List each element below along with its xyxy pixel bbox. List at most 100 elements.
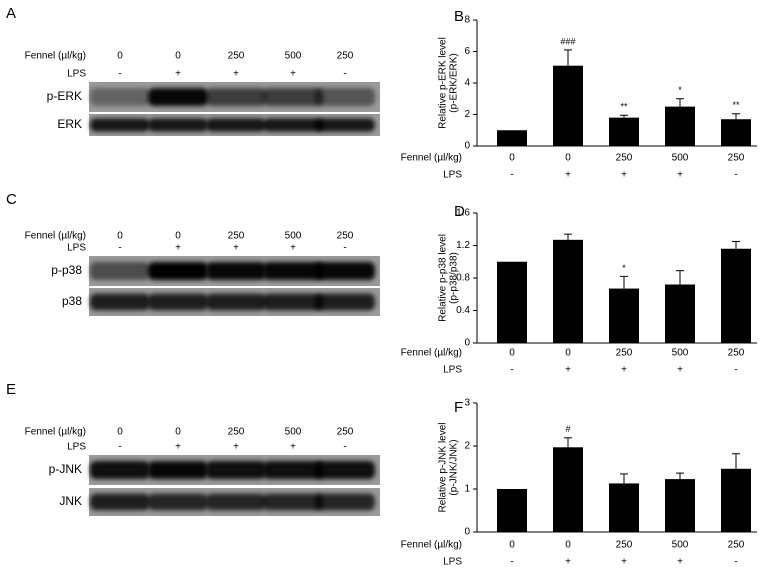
- y-tick-label: 6: [464, 46, 470, 57]
- blot-band: [263, 461, 323, 479]
- x-tick-label: -: [510, 170, 513, 181]
- blot-band: [90, 293, 150, 311]
- lane-label: +: [233, 243, 239, 254]
- row-label: Fennel (µl/kg): [401, 153, 462, 164]
- panel-label: D: [454, 203, 465, 220]
- blot-band: [148, 262, 208, 280]
- y-tick-label: 4: [464, 78, 470, 89]
- x-tick-label: 250: [728, 348, 745, 359]
- lane-label: -: [118, 69, 121, 80]
- x-tick-label: +: [565, 365, 571, 376]
- panel-label: A: [6, 5, 16, 22]
- blot-band: [90, 88, 150, 106]
- bar: [609, 483, 639, 532]
- lane-label: 500: [285, 231, 302, 242]
- blot-band: [148, 118, 208, 132]
- y-axis-label: Relative p-JNK level: [438, 422, 449, 512]
- bar: [721, 119, 751, 146]
- blot-band: [315, 461, 375, 479]
- significance: #: [565, 424, 570, 434]
- lane-label: -: [343, 69, 346, 80]
- x-tick-label: -: [734, 365, 737, 376]
- blot-band: [263, 118, 323, 132]
- lane-label: +: [290, 442, 296, 453]
- blot-band: [315, 262, 375, 280]
- y-tick-label: 1.6: [456, 208, 470, 219]
- bar: [497, 489, 527, 532]
- row-label: LPS: [67, 243, 86, 254]
- bar: [553, 239, 583, 343]
- significance: **: [732, 100, 740, 110]
- y-tick-label: 3: [464, 398, 470, 409]
- band-label: p38: [62, 294, 82, 308]
- panel-label: C: [6, 191, 17, 208]
- bar: [665, 479, 695, 532]
- lane-label: 250: [228, 231, 245, 242]
- x-tick-label: +: [565, 170, 571, 181]
- y-tick-label: 0: [464, 141, 470, 152]
- row-label: Fennel (µl/kg): [401, 540, 462, 551]
- x-tick-label: +: [621, 365, 627, 376]
- blot-band: [206, 118, 266, 132]
- blot-band: [206, 262, 266, 280]
- x-tick-label: -: [734, 557, 737, 568]
- lane-label: 0: [117, 231, 123, 242]
- bar: [553, 65, 583, 146]
- panel-label: F: [454, 399, 463, 416]
- blot-band: [315, 88, 375, 106]
- x-tick-label: 250: [616, 540, 633, 551]
- blot-band: [148, 493, 208, 511]
- blot-band: [315, 118, 375, 132]
- lane-label: +: [290, 69, 296, 80]
- x-tick-label: 500: [672, 153, 689, 164]
- x-tick-label: 0: [509, 153, 515, 164]
- blot-band: [90, 461, 150, 479]
- lane-label: -: [343, 243, 346, 254]
- bar: [721, 248, 751, 343]
- y-tick-label: 0: [464, 338, 470, 349]
- blot-band: [315, 493, 375, 511]
- x-tick-label: -: [510, 557, 513, 568]
- blot-band: [263, 293, 323, 311]
- lane-label: 250: [337, 51, 354, 62]
- lane-label: 0: [175, 427, 181, 438]
- bar: [665, 106, 695, 146]
- blot-band: [90, 262, 150, 280]
- lane-label: 250: [337, 231, 354, 242]
- x-tick-label: +: [565, 557, 571, 568]
- bar: [721, 468, 751, 532]
- x-tick-label: 250: [616, 348, 633, 359]
- lane-label: -: [343, 442, 346, 453]
- bar: [665, 284, 695, 343]
- panel-label: B: [454, 8, 464, 25]
- lane-label: 0: [117, 51, 123, 62]
- band-label: ERK: [57, 117, 82, 131]
- significance: *: [678, 85, 682, 95]
- y-tick-label: 1: [464, 484, 470, 495]
- blot-band: [148, 461, 208, 479]
- x-tick-label: 500: [672, 348, 689, 359]
- lane-label: +: [290, 243, 296, 254]
- blot-band: [263, 262, 323, 280]
- y-axis-label: (p-p38/p38): [449, 252, 460, 304]
- blot-band: [206, 293, 266, 311]
- y-tick-label: 1.2: [456, 240, 470, 251]
- blot-band: [206, 461, 266, 479]
- lane-label: 0: [175, 51, 181, 62]
- bar: [553, 447, 583, 532]
- x-tick-label: 250: [728, 153, 745, 164]
- y-tick-label: 2: [464, 109, 470, 120]
- x-tick-label: +: [677, 365, 683, 376]
- lane-label: 500: [285, 51, 302, 62]
- row-label: LPS: [443, 557, 462, 568]
- bar: [609, 117, 639, 146]
- row-label: LPS: [443, 365, 462, 376]
- blot-band: [90, 493, 150, 511]
- row-label: Fennel (µl/kg): [401, 348, 462, 359]
- panel-label: E: [6, 381, 16, 398]
- row-label: Fennel (µl/kg): [25, 427, 86, 438]
- significance: *: [622, 263, 626, 273]
- x-tick-label: 0: [565, 540, 571, 551]
- y-axis-label: (p-ERK/ERK): [449, 53, 460, 112]
